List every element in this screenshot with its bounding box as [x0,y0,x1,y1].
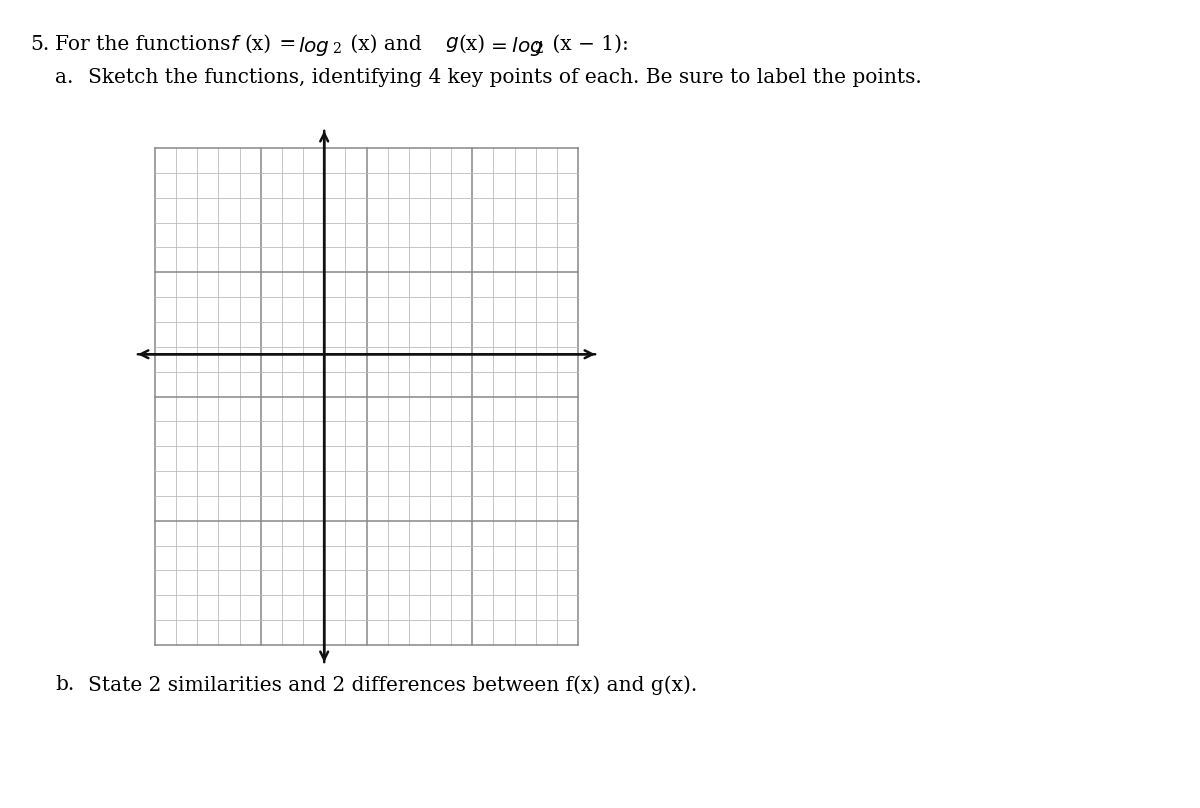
Text: (x): (x) [244,35,271,54]
Text: $f$: $f$ [230,35,241,54]
Text: (x): (x) [458,35,485,54]
Text: 2: 2 [534,42,542,56]
Text: 5.: 5. [30,35,49,54]
Text: $g$: $g$ [445,35,458,54]
Text: State 2 similarities and 2 differences between f(x) and g(x).: State 2 similarities and 2 differences b… [88,675,697,695]
Text: 2: 2 [332,42,341,56]
Text: (x − 1):: (x − 1): [546,35,629,54]
Text: a.: a. [55,68,73,87]
Text: b.: b. [55,675,74,694]
Text: (x) and: (x) and [344,35,428,54]
Text: $log$: $log$ [298,35,330,58]
Text: Sketch the functions, identifying 4 key points of each. Be sure to label the poi: Sketch the functions, identifying 4 key … [88,68,922,87]
Text: $=log$: $=log$ [487,35,544,58]
Text: =: = [274,35,302,54]
Text: For the functions: For the functions [55,35,236,54]
